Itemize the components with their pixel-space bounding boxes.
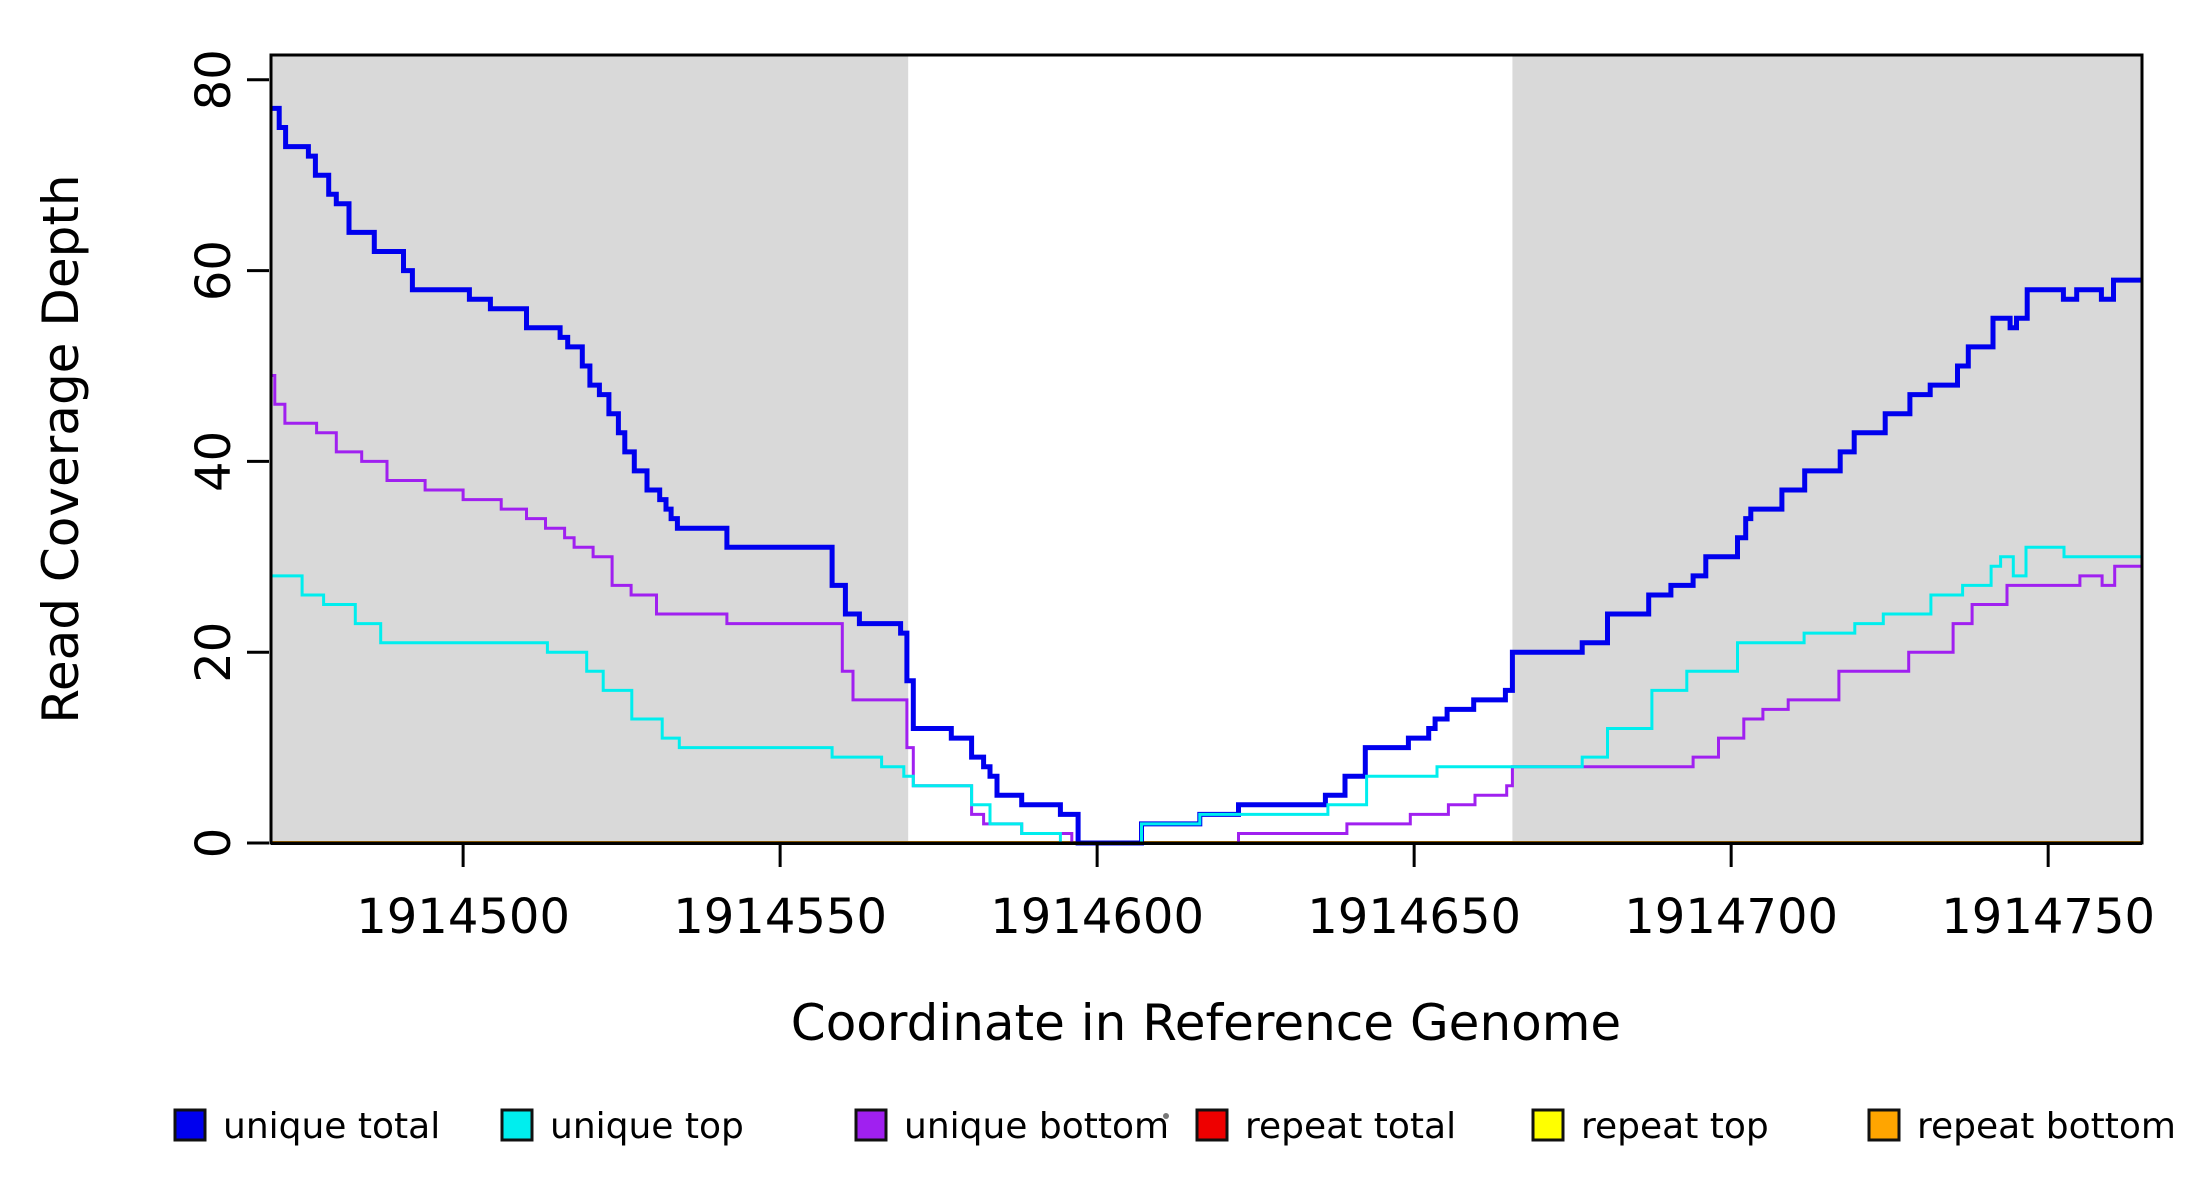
legend-label: unique bottom	[904, 1106, 1169, 1147]
x-axis-ticks: 1914500 1914550 1914600 1914650 1914700 19147…	[356, 845, 2155, 945]
x-tick-label: 1914750	[1941, 889, 2155, 945]
shaded-regions	[271, 55, 2142, 843]
legend-item: repeat total	[1195, 1106, 1456, 1147]
x-axis-title: Coordinate in Reference Genome	[791, 994, 1621, 1052]
y-tick-label: 80	[186, 49, 242, 110]
legend-swatch-repeat-bottom	[1867, 1108, 1901, 1142]
legend-item: repeat bottom	[1867, 1106, 2176, 1147]
shaded-region	[1512, 55, 2142, 843]
legend-label: unique total	[223, 1106, 440, 1147]
y-tick-label: 0	[186, 828, 242, 859]
legend-item: unique bottom	[854, 1106, 1169, 1147]
y-axis-ticks: 0 20 40 60 80	[186, 49, 269, 858]
y-tick-label: 20	[186, 622, 242, 683]
y-axis-title: Read Coverage Depth	[32, 174, 90, 723]
series-line-unique-top	[271, 545, 2142, 845]
x-tick-label: 1914700	[1624, 889, 1838, 945]
series-line-unique-bottom	[271, 374, 2142, 845]
legend-label: repeat top	[1581, 1106, 1769, 1147]
legend-label: repeat total	[1245, 1106, 1456, 1147]
legend-item: unique total	[173, 1106, 440, 1147]
legend-swatch-unique-total	[173, 1108, 207, 1142]
x-tick-label: 1914600	[990, 889, 1204, 945]
legend-swatch-repeat-top	[1531, 1108, 1565, 1142]
legend-label: repeat bottom	[1917, 1106, 2176, 1147]
legend-swatch-repeat-total	[1195, 1108, 1229, 1142]
y-tick-label: 60	[186, 240, 242, 301]
legend: unique total unique top unique bottom repea…	[173, 1106, 2176, 1147]
x-tick-label: 1914550	[673, 889, 887, 945]
x-tick-label: 1914650	[1307, 889, 1521, 945]
legend-label: unique top	[550, 1106, 744, 1147]
legend-item: repeat top	[1531, 1106, 1769, 1147]
shaded-region	[271, 55, 909, 843]
legend-item: unique top	[500, 1106, 744, 1147]
legend-swatch-unique-top	[500, 1108, 534, 1142]
legend-swatch-unique-bottom	[854, 1108, 888, 1142]
x-tick-label: 1914500	[356, 889, 570, 945]
series-line-unique-total	[271, 105, 2142, 846]
stray-mark-dot	[1163, 1113, 1169, 1119]
y-tick-label: 40	[186, 431, 242, 492]
